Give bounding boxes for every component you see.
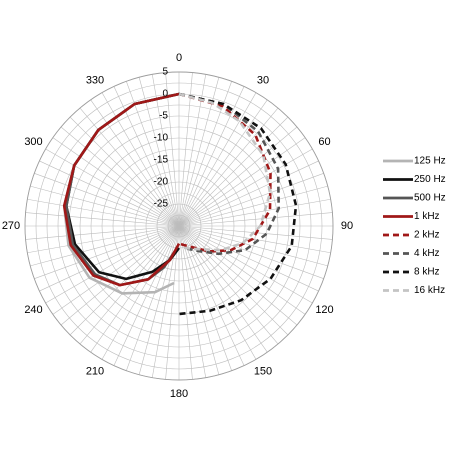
angle-tick-label: 180 <box>170 388 188 400</box>
legend-label: 4 kHz <box>414 248 440 259</box>
legend-label: 1 kHz <box>414 211 440 222</box>
angular-gridline <box>178 225 306 315</box>
angular-gridline <box>178 225 298 326</box>
legend-item: 16 kHz <box>383 285 445 296</box>
angular-gridline <box>27 225 180 254</box>
angular-gridline <box>178 160 319 227</box>
angular-gridline <box>30 225 180 267</box>
angular-gridline <box>178 225 319 292</box>
angle-tick-label: 120 <box>315 304 333 316</box>
angular-gridline <box>45 225 180 304</box>
angular-gridline <box>25 225 180 240</box>
angle-tick-label: 300 <box>24 136 42 148</box>
legend-item: 2 kHz <box>383 230 440 241</box>
angular-gridline <box>69 225 180 336</box>
angular-gridline <box>126 225 180 371</box>
angular-gridline <box>178 225 207 378</box>
legend-item: 8 kHz <box>383 267 440 278</box>
radial-tick-label: 5 <box>162 67 168 78</box>
angular-gridline <box>138 225 180 375</box>
angular-gridline <box>178 212 333 227</box>
angular-gridline <box>165 72 180 227</box>
series-line-2-khz <box>178 92 272 253</box>
angular-gridline <box>126 81 180 227</box>
legend-item: 1 kHz <box>383 211 440 222</box>
angular-gridline <box>178 225 331 254</box>
legend-label: 8 kHz <box>414 267 440 278</box>
series-layer <box>62 92 298 316</box>
legend-item: 125 Hz <box>383 156 446 167</box>
legend-label: 16 kHz <box>414 285 445 296</box>
angular-gridline <box>178 148 313 227</box>
angular-gridline <box>60 225 180 326</box>
angular-gridline <box>79 225 180 345</box>
angular-gridline <box>178 99 268 227</box>
angular-gridline <box>90 225 180 353</box>
angular-gridline <box>178 173 324 227</box>
legend: 125 Hz 250 Hz 500 Hz 1 kHz 2 kHz 4 kHz 8 kHz 16… <box>383 156 446 296</box>
series-line-1-khz <box>62 92 181 287</box>
angular-gridline <box>113 225 180 366</box>
radial-tick-label: -5 <box>159 111 168 122</box>
angle-tick-label: 30 <box>257 75 269 87</box>
angle-tick-label: 330 <box>86 75 104 87</box>
radial-tick-label: -25 <box>154 199 169 210</box>
radial-tick-label: -10 <box>154 133 169 144</box>
angular-gridline <box>178 225 328 267</box>
legend-label: 500 Hz <box>414 193 446 204</box>
angular-gridline <box>178 86 245 227</box>
angular-gridline <box>178 126 298 227</box>
legend-item: 4 kHz <box>383 248 440 259</box>
angular-gridline <box>60 126 180 227</box>
angular-gridline <box>178 198 331 227</box>
legend-label: 2 kHz <box>414 230 440 241</box>
angular-gridline <box>39 225 180 292</box>
angular-gridline <box>178 137 306 227</box>
angular-gridline <box>178 225 193 380</box>
angular-gridline <box>101 92 180 227</box>
angle-tick-label: 90 <box>341 220 353 232</box>
angular-gridline <box>25 212 180 227</box>
angular-gridline <box>79 107 180 227</box>
legend-label: 250 Hz <box>414 174 446 185</box>
angle-tick-label: 0 <box>176 52 182 64</box>
outer-ring <box>24 71 334 381</box>
axis-labels: 030609012015018021024027030033050-5-10-1… <box>2 52 353 400</box>
angular-gridline <box>52 225 180 315</box>
angular-gridline <box>30 185 180 227</box>
angle-tick-label: 270 <box>2 220 20 232</box>
angular-gridline <box>178 225 324 279</box>
legend-item: 250 Hz <box>383 174 446 185</box>
angular-gridline <box>45 148 180 227</box>
angular-gridline <box>39 160 180 227</box>
angular-gridline <box>34 225 180 279</box>
angular-gridline <box>178 225 279 345</box>
angular-gridline <box>69 116 180 227</box>
radial-tick-label: -20 <box>154 177 169 188</box>
series-line-4-khz <box>178 92 280 256</box>
angular-gridline <box>27 198 180 227</box>
legend-label: 125 Hz <box>414 156 446 167</box>
angular-gridline <box>34 173 180 227</box>
legend-item: 500 Hz <box>383 193 446 204</box>
angle-tick-label: 150 <box>254 366 272 378</box>
angular-gridline <box>90 99 180 227</box>
polar-grid <box>24 71 334 381</box>
angle-tick-label: 210 <box>86 366 104 378</box>
radial-tick-label: -15 <box>154 155 169 166</box>
angle-tick-label: 60 <box>318 136 330 148</box>
angular-gridline <box>178 225 313 304</box>
angular-gridline <box>52 137 180 227</box>
angular-gridline <box>178 92 257 227</box>
angular-gridline <box>113 86 180 227</box>
angle-tick-label: 240 <box>24 304 42 316</box>
angular-gridline <box>178 116 289 227</box>
series-line-16-khz <box>178 92 272 252</box>
radial-tick-label: 0 <box>162 89 168 100</box>
angular-gridline <box>178 225 289 336</box>
angular-gridline <box>178 225 220 375</box>
angular-gridline <box>178 185 328 227</box>
